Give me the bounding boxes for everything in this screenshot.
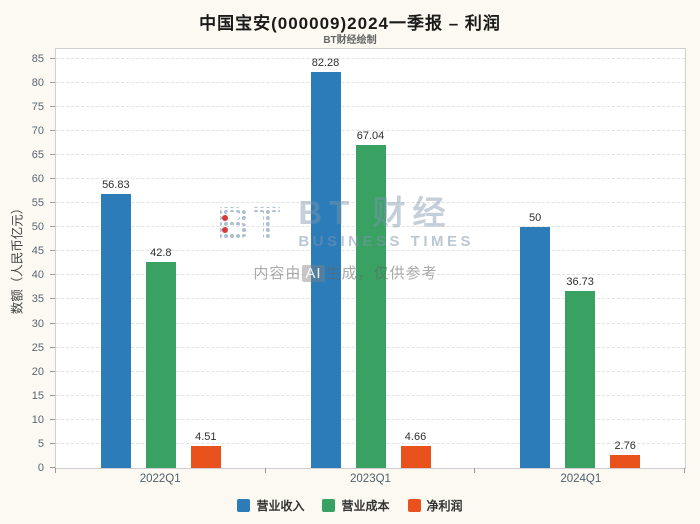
legend-item-revenue[interactable]: 营业收入 <box>237 497 304 514</box>
gridline <box>56 57 685 59</box>
bar-营业收入-2023Q1 <box>310 71 341 468</box>
y-axis-tickmark <box>50 81 55 83</box>
y-tick-label: 10 <box>31 413 44 426</box>
y-tick-label: 15 <box>31 389 44 402</box>
gridline <box>56 81 685 83</box>
legend-label-revenue: 营业收入 <box>256 499 305 513</box>
gridline <box>56 129 685 131</box>
x-axis-tickmark <box>474 468 476 473</box>
bt-logo-dot-matrix: BT <box>216 196 283 249</box>
y-axis-tickmark <box>50 202 55 204</box>
x-tick-label-2023q1: 2023Q1 <box>350 473 391 485</box>
y-tick-label: 60 <box>31 173 44 186</box>
watermark-disclaimer: 内容由 AI 生成，仅供参考 <box>253 262 437 283</box>
bar-value-label: 4.51 <box>195 431 217 444</box>
bar-营业成本-2023Q1 <box>355 145 386 468</box>
x-axis-tickmark <box>55 468 56 473</box>
bar-value-label: 36.73 <box>566 276 594 289</box>
legend: 营业收入 营业成本 净利润 <box>0 497 700 514</box>
bar-净利润-2023Q1 <box>400 445 431 468</box>
y-axis-tickmark <box>50 226 55 228</box>
y-axis-tickmark <box>50 105 55 107</box>
bar-value-label: 82.28 <box>311 56 340 69</box>
y-axis-tickmark <box>50 178 55 180</box>
bar-营业成本-2024Q1 <box>565 291 596 468</box>
legend-swatch-net-profit <box>407 499 421 512</box>
y-axis-tickmark <box>50 346 55 348</box>
y-tick-label: 5 <box>37 437 44 450</box>
y-tick-label: 85 <box>31 52 44 65</box>
y-axis-tickmark <box>50 322 55 324</box>
bar-营业收入-2022Q1 <box>100 194 131 468</box>
y-tick-label: 0 <box>37 462 44 474</box>
legend-label-net-profit: 净利润 <box>426 499 463 513</box>
y-tick-label: 50 <box>31 221 44 234</box>
bar-value-label: 50 <box>529 212 542 225</box>
y-axis-tickmark <box>50 250 55 252</box>
y-axis-tickmark <box>50 153 55 155</box>
page-title: 中国宝安(000009)2024一季报 – 利润 <box>199 14 501 33</box>
y-axis-tickmark <box>50 129 55 131</box>
y-axis-tickmark <box>50 394 55 396</box>
y-axis-tickmark <box>50 370 55 372</box>
watermark-logo-row: BT BT 财经 BUSINESS TIMES <box>217 194 474 250</box>
x-tick-label-2024q1: 2024Q1 <box>560 473 602 485</box>
y-tick-label: 40 <box>31 269 44 282</box>
gridline <box>56 105 685 107</box>
x-axis-tickmark <box>264 468 266 473</box>
bar-净利润-2022Q1 <box>190 446 221 468</box>
y-axis-tickmark <box>50 274 55 276</box>
legend-item-net-profit[interactable]: 净利润 <box>407 497 463 514</box>
logo-red-dot <box>221 214 228 221</box>
bar-value-label: 56.83 <box>102 179 130 192</box>
y-axis-tickmark <box>50 298 55 300</box>
y-tick-label: 75 <box>31 100 44 113</box>
y-tick-label: 55 <box>31 197 44 210</box>
x-axis-labels: 2022Q1 2023Q1 2024Q1 <box>55 473 686 485</box>
y-axis-tickmark <box>50 57 55 59</box>
y-tick-label: 70 <box>31 124 44 137</box>
x-tick-label-2022q1: 2022Q1 <box>139 473 181 485</box>
bar-value-label: 42.8 <box>150 246 172 259</box>
y-tick-label: 35 <box>31 293 44 306</box>
y-axis-tickmark <box>50 442 55 444</box>
x-axis-tickmark <box>684 468 685 473</box>
y-axis-labels: 0 5 10 15 20 25 30 35 40 45 50 55 60 65 70 75 80 85 <box>0 48 55 474</box>
y-tick-label: 65 <box>31 148 44 161</box>
logo-red-dot <box>221 226 228 233</box>
y-axis-tickmark <box>50 418 55 420</box>
bar-营业成本-2022Q1 <box>145 261 176 468</box>
legend-swatch-cost <box>322 499 336 512</box>
bar-value-label: 67.04 <box>356 130 385 143</box>
legend-swatch-revenue <box>237 499 251 512</box>
legend-item-cost[interactable]: 营业成本 <box>322 497 390 514</box>
y-tick-label: 25 <box>31 341 44 354</box>
x-axis-tickmarks <box>55 468 686 474</box>
y-tick-label: 30 <box>31 317 44 330</box>
plot-area: BT BT 财经 BUSINESS TIMES 内容由 AI 生成，仅供参考 56.… <box>55 48 686 469</box>
page-subtitle: BT财经绘制 <box>323 35 377 46</box>
y-tick-label: 20 <box>31 365 44 378</box>
bar-value-label: 4.66 <box>404 430 427 443</box>
bt-logo-icon: BT <box>217 200 282 246</box>
legend-label-cost: 营业成本 <box>341 499 390 513</box>
bar-营业收入-2024Q1 <box>520 227 551 468</box>
y-axis-tickmark <box>50 467 55 468</box>
bar-净利润-2024Q1 <box>610 454 641 468</box>
bar-value-label: 2.76 <box>614 439 636 452</box>
y-tick-label: 45 <box>31 245 44 258</box>
y-tick-label: 80 <box>31 76 44 89</box>
